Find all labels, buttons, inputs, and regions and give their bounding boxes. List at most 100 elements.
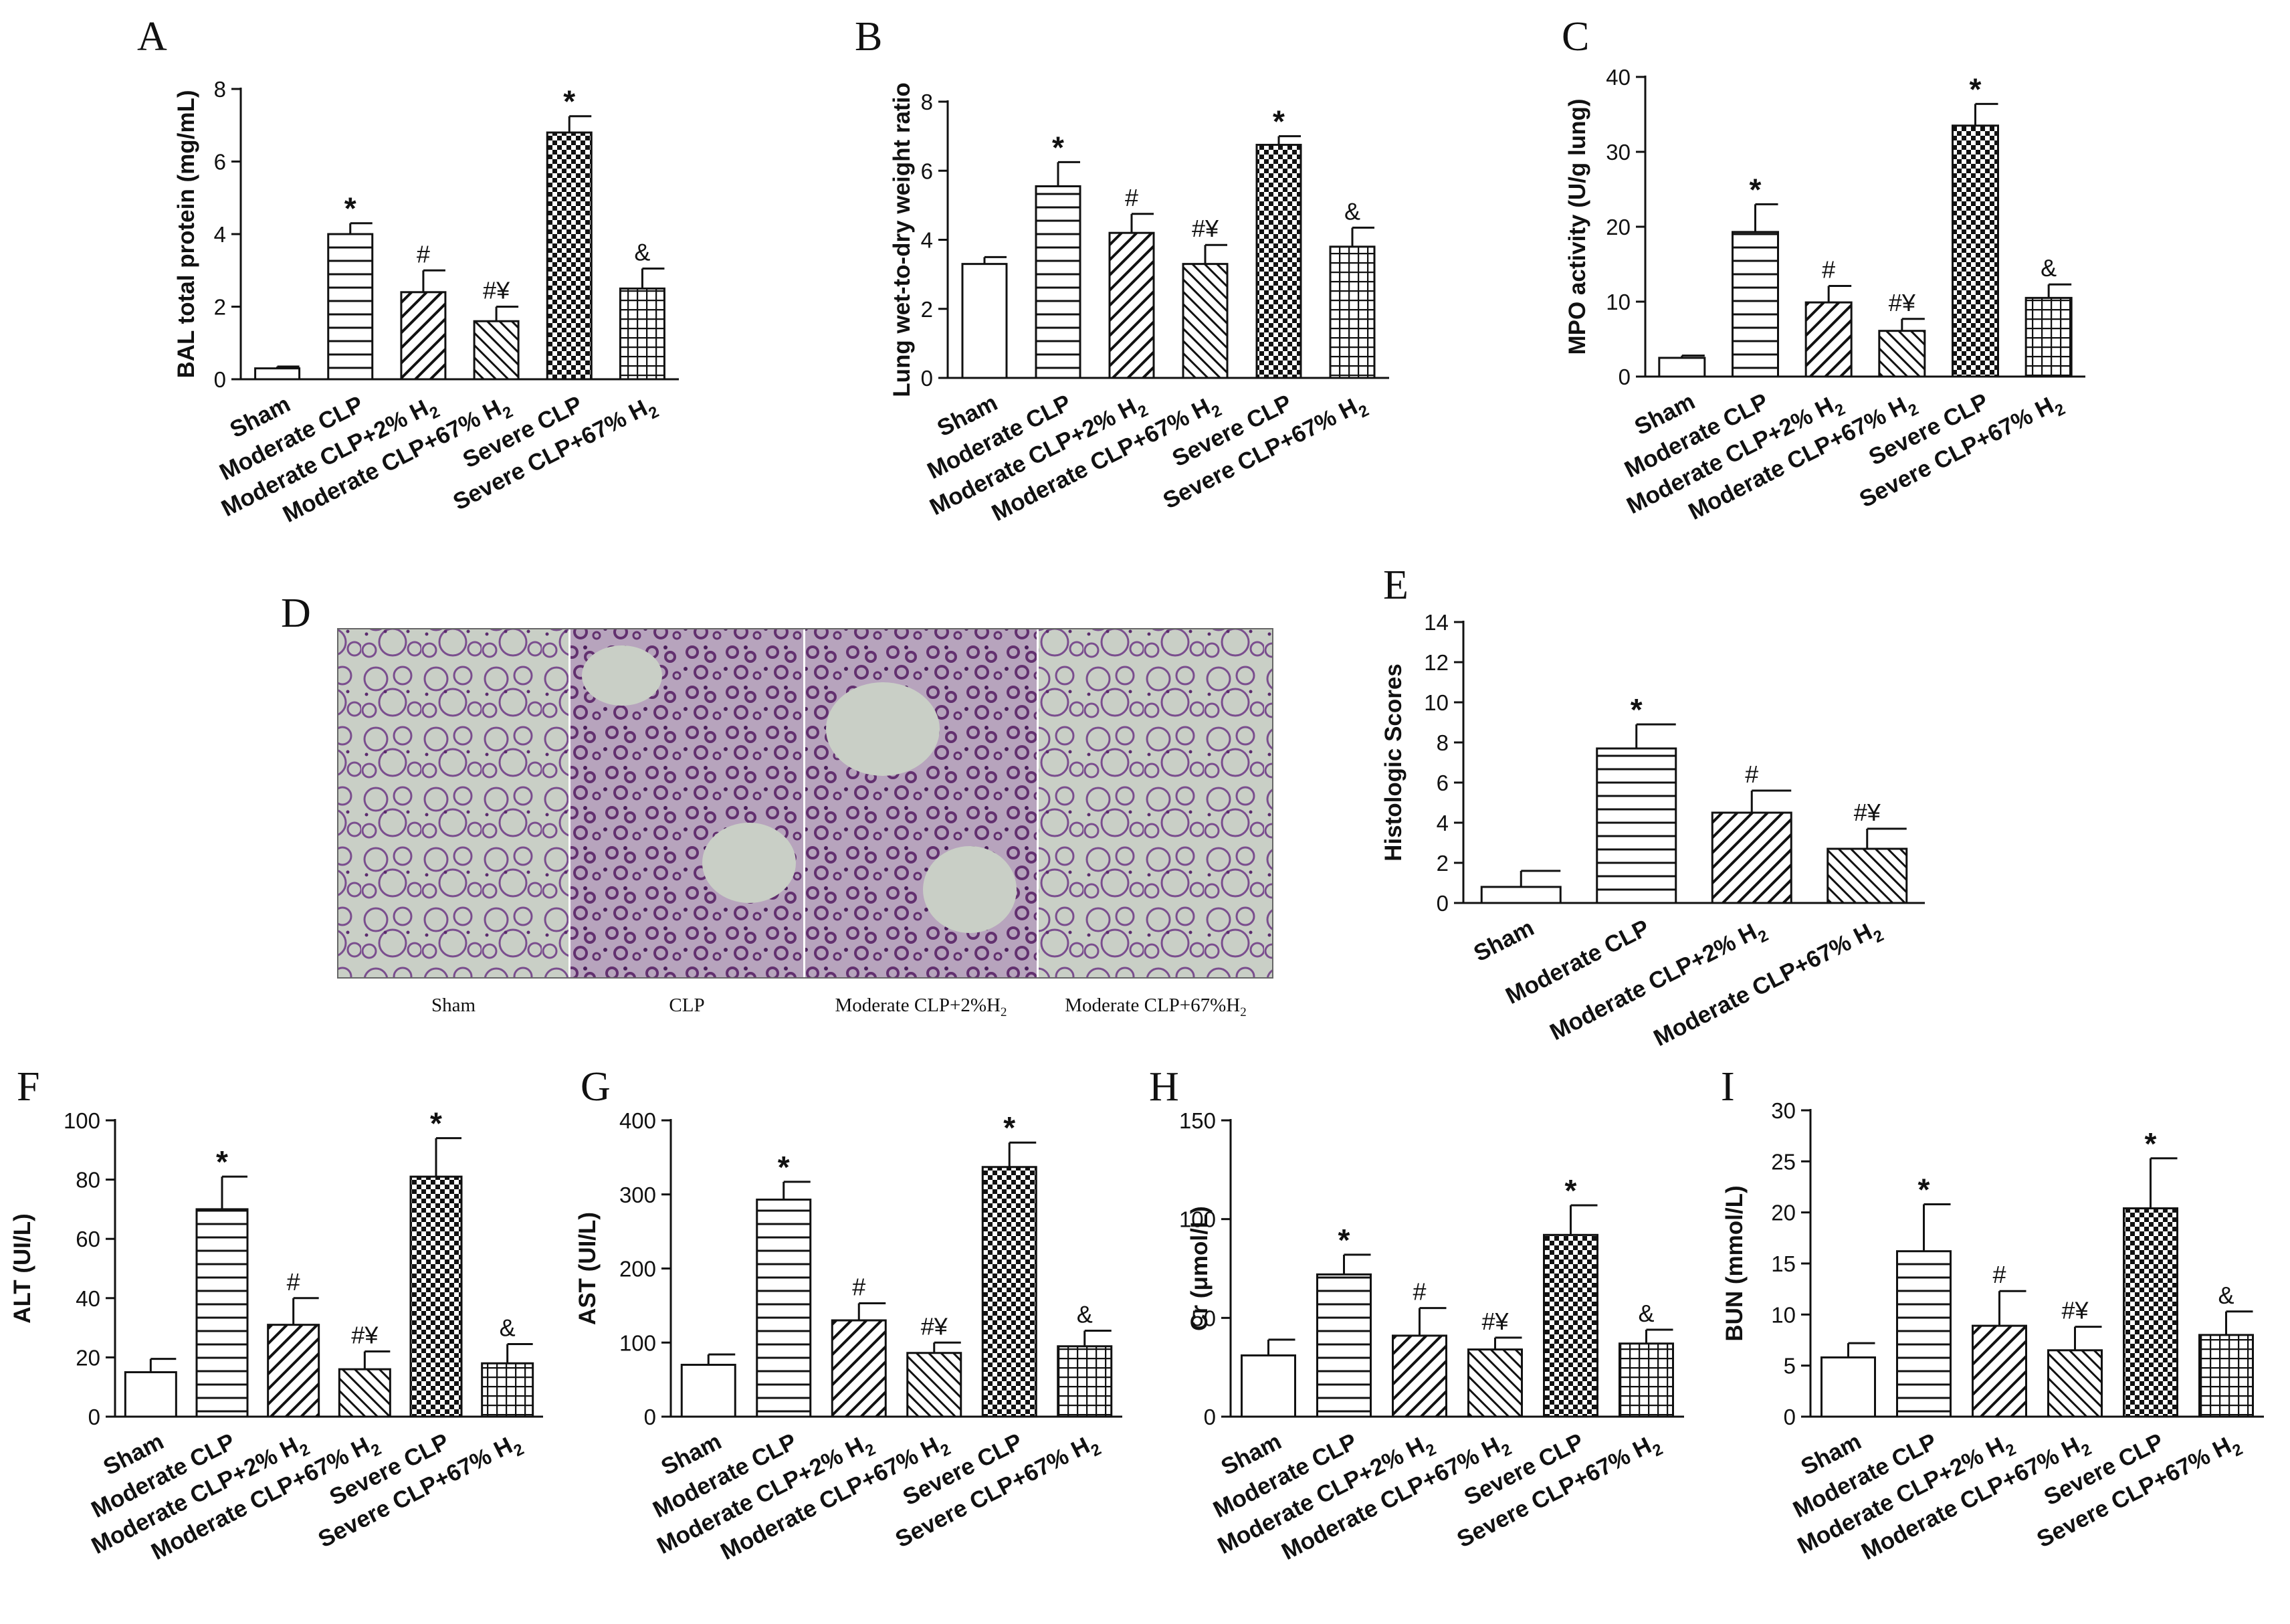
bar: [1255, 144, 1302, 379]
bar: [1392, 1334, 1447, 1418]
error-bar: [1754, 203, 1778, 232]
bar: [2047, 1349, 2103, 1418]
bar: [906, 1352, 962, 1418]
y-tick-label: 30: [1771, 1098, 1796, 1123]
bar: [1035, 185, 1081, 379]
data-annotation: *: [1970, 72, 1982, 106]
bar: [2024, 296, 2073, 378]
data-annotation: *: [1631, 692, 1643, 727]
bar: [2198, 1334, 2254, 1418]
y-tick-label: 10: [1606, 290, 1631, 314]
error-bar: [783, 1181, 811, 1200]
panel-letter-b: B: [855, 14, 882, 60]
data-annotation: &: [2218, 1282, 2234, 1309]
y-tick-label: 6: [921, 159, 933, 183]
error-bar: [1974, 102, 1998, 126]
error-bar: [1827, 284, 1852, 303]
y-tick-label: 300: [619, 1183, 656, 1207]
data-annotation: *: [344, 191, 356, 226]
error-bar: [1998, 1290, 2026, 1326]
micrograph-panel-d: D Sham CLP Moderate CLP+2%H2 Moderate CLP+6…: [281, 591, 1273, 1019]
bar: [400, 291, 447, 381]
panel-letter-h: H: [1149, 1064, 1179, 1110]
y-tick-label: 0: [214, 367, 226, 392]
error-bar: [1267, 1338, 1295, 1356]
bar: [254, 367, 301, 381]
y-tick-label: 400: [619, 1108, 656, 1133]
bar: [1658, 357, 1706, 378]
micrograph-2pct-airspace-2: [923, 846, 1017, 933]
y-tick-label: 0: [644, 1405, 656, 1429]
data-annotation: *: [1918, 1172, 1930, 1207]
y-tick-label: 50: [1191, 1306, 1216, 1330]
y-tick-label: 0: [1437, 891, 1449, 916]
bar: [1182, 263, 1229, 379]
panel-letter-i: I: [1721, 1064, 1735, 1110]
bar: [1329, 245, 1376, 379]
error-bar: [1750, 789, 1792, 813]
data-annotation: &: [2041, 254, 2057, 282]
bar: [1108, 231, 1155, 379]
y-tick-label: 4: [921, 228, 933, 253]
bar: [1596, 747, 1677, 904]
bar: [1732, 231, 1779, 378]
error-bar: [292, 1297, 319, 1325]
error-bar: [1866, 827, 1907, 849]
y-tick-label: 0: [88, 1405, 100, 1429]
bar: [327, 233, 374, 381]
error-bar: [1419, 1307, 1447, 1336]
data-annotation: &: [1077, 1301, 1093, 1328]
error-bar: [1277, 135, 1301, 145]
bar: [1952, 124, 1999, 378]
error-bar: [1570, 1204, 1598, 1235]
data-annotation: #¥: [921, 1312, 948, 1340]
x-category-label: Moderate CLP+67% H2: [1649, 914, 1887, 1056]
y-axis-title: AST (UI/L): [575, 1212, 601, 1325]
error-bar: [568, 115, 592, 133]
y-tick-label: 60: [76, 1227, 100, 1251]
micrograph-clp-airspace-1: [582, 645, 662, 706]
error-bar: [1351, 226, 1374, 247]
y-tick-label: 40: [1606, 65, 1631, 90]
error-bar: [1520, 870, 1561, 887]
bar: [1467, 1348, 1523, 1418]
error-bar: [641, 268, 665, 289]
y-tick-label: 150: [1179, 1108, 1216, 1133]
data-annotation: #: [1992, 1261, 2006, 1288]
y-tick-label: 4: [1437, 811, 1449, 835]
bar: [1878, 330, 1926, 378]
bar: [961, 263, 1008, 379]
bar: [481, 1362, 534, 1418]
y-axis-title: Lung wet-to-dry weight ratio: [889, 82, 915, 397]
panel-letter-e: E: [1383, 563, 1409, 608]
y-axis-title: Cr (μmol/L): [1186, 1206, 1213, 1331]
y-tick-label: 14: [1424, 610, 1449, 635]
error-bar: [495, 306, 519, 322]
bar: [756, 1199, 812, 1418]
data-annotation: #¥: [1889, 289, 1916, 316]
y-tick-label: 0: [1619, 365, 1631, 389]
y-tick-label: 2: [921, 297, 933, 322]
error-bar: [2225, 1310, 2253, 1335]
y-tick-label: 25: [1771, 1149, 1796, 1174]
micrograph-2pct: [805, 629, 1037, 978]
data-annotation: &: [1344, 197, 1360, 225]
bar: [1241, 1354, 1296, 1418]
error-bar: [1635, 723, 1676, 748]
micrograph-label: Moderate CLP+2%H2: [835, 995, 1007, 1019]
bar: [831, 1319, 887, 1418]
error-bar: [1681, 354, 1705, 358]
y-tick-label: 10: [1771, 1302, 1796, 1327]
bar: [124, 1371, 177, 1418]
error-bar: [1923, 1203, 1951, 1251]
error-bar: [2047, 283, 2072, 298]
data-annotation: #: [417, 240, 430, 268]
bar: [1820, 1356, 1876, 1418]
error-bar: [149, 1358, 177, 1373]
bar: [1480, 886, 1562, 904]
error-bar: [349, 222, 373, 234]
bar: [1316, 1273, 1372, 1418]
